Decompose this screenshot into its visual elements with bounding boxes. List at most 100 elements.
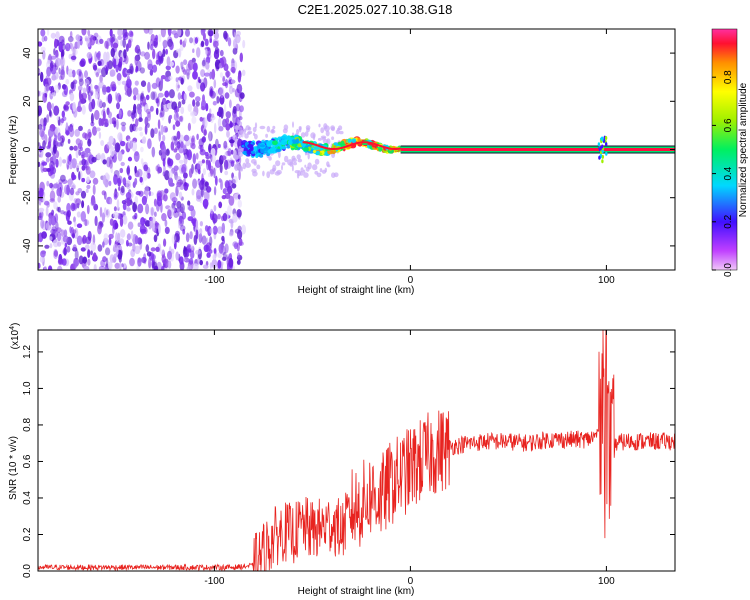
noise-blob xyxy=(143,171,148,181)
halo-blob xyxy=(319,168,323,173)
noise-blob xyxy=(101,212,105,223)
y-tick-label: -40 xyxy=(22,238,33,253)
noise-blob xyxy=(94,91,99,100)
halo-blob xyxy=(314,170,319,175)
noise-blob xyxy=(167,29,172,37)
snr-series-line xyxy=(38,330,675,571)
noise-blob xyxy=(217,87,224,96)
noise-blob xyxy=(187,103,192,112)
noise-blob xyxy=(219,94,225,105)
noise-blob xyxy=(121,200,127,205)
noise-blob xyxy=(150,91,156,100)
noise-blob xyxy=(92,126,97,136)
noise-blob xyxy=(197,163,201,170)
signal-blob xyxy=(274,148,282,153)
noise-blob xyxy=(219,163,223,174)
noise-blob xyxy=(145,203,150,215)
noise-blob xyxy=(209,108,212,115)
noise-blob xyxy=(161,144,167,155)
noise-blob xyxy=(41,231,47,239)
noise-blob xyxy=(87,94,91,101)
noise-blob xyxy=(69,226,72,234)
noise-blob xyxy=(199,179,205,191)
spike-blob xyxy=(598,155,601,160)
noise-blob xyxy=(214,175,218,186)
noise-blob xyxy=(162,157,166,167)
noise-blob xyxy=(221,195,227,200)
spike-blob xyxy=(605,142,608,147)
noise-blob xyxy=(210,90,216,99)
noise-blob xyxy=(223,159,229,170)
noise-blob xyxy=(90,121,95,127)
noise-blob xyxy=(225,123,231,131)
noise-blob xyxy=(235,30,241,37)
x-tick-label: 0 xyxy=(408,576,414,587)
noise-blob xyxy=(222,188,227,195)
noise-blob xyxy=(113,244,118,250)
noise-blob xyxy=(128,30,133,37)
noise-blob xyxy=(126,207,131,212)
noise-blob xyxy=(63,184,70,195)
noise-blob xyxy=(52,229,58,239)
noise-blob xyxy=(238,116,243,121)
noise-blob xyxy=(109,218,114,226)
noise-blob xyxy=(202,198,209,209)
noise-blob xyxy=(110,145,115,157)
noise-blob xyxy=(93,264,97,270)
noise-blob xyxy=(175,230,180,237)
noise-blob xyxy=(53,201,58,210)
noise-blob xyxy=(157,119,161,130)
noise-blob xyxy=(88,151,92,158)
noise-blob xyxy=(236,242,240,252)
noise-blob xyxy=(75,191,80,196)
signal-blob xyxy=(319,147,323,151)
noise-blob xyxy=(70,55,77,61)
noise-blob xyxy=(83,153,89,158)
noise-blob xyxy=(122,202,127,211)
noise-blob xyxy=(168,75,173,81)
signal-blob xyxy=(351,138,357,144)
noise-blob xyxy=(237,252,241,258)
noise-blob xyxy=(205,103,209,112)
noise-blob xyxy=(187,200,191,207)
halo-blob xyxy=(304,164,307,168)
halo-blob xyxy=(274,171,281,176)
noise-blob xyxy=(40,71,44,83)
noise-blob xyxy=(80,190,87,199)
noise-blob xyxy=(199,116,204,122)
noise-blob xyxy=(117,177,122,187)
noise-blob xyxy=(212,225,218,235)
noise-blob xyxy=(81,165,86,171)
colorbar xyxy=(711,28,738,271)
noise-blob xyxy=(60,58,64,65)
noise-blob xyxy=(225,70,231,78)
noise-blob xyxy=(152,261,158,270)
noise-blob xyxy=(73,257,78,269)
noise-blob xyxy=(165,148,170,156)
halo-blob xyxy=(262,170,265,177)
x-tick-label: 100 xyxy=(598,576,615,587)
noise-blob xyxy=(72,244,77,252)
halo-blob xyxy=(331,136,335,140)
noise-blob xyxy=(191,188,195,196)
noise-blob xyxy=(50,60,54,69)
signal-core xyxy=(302,141,401,150)
noise-blob xyxy=(133,95,137,101)
noise-blob xyxy=(127,39,132,49)
noise-blob xyxy=(224,243,229,254)
halo-blob xyxy=(250,159,257,164)
noise-blob xyxy=(214,122,217,134)
noise-blob xyxy=(165,65,171,71)
halo-blob xyxy=(238,121,243,126)
noise-blob xyxy=(114,262,121,269)
noise-blob xyxy=(137,203,144,214)
noise-blob xyxy=(52,183,59,189)
noise-blob xyxy=(218,201,223,209)
noise-blob xyxy=(69,126,75,138)
noise-blob xyxy=(237,73,242,83)
noise-blob xyxy=(205,62,210,70)
noise-blob xyxy=(51,209,55,216)
signal-blob xyxy=(250,144,254,150)
noise-blob xyxy=(192,70,198,80)
halo-blob xyxy=(312,133,316,141)
